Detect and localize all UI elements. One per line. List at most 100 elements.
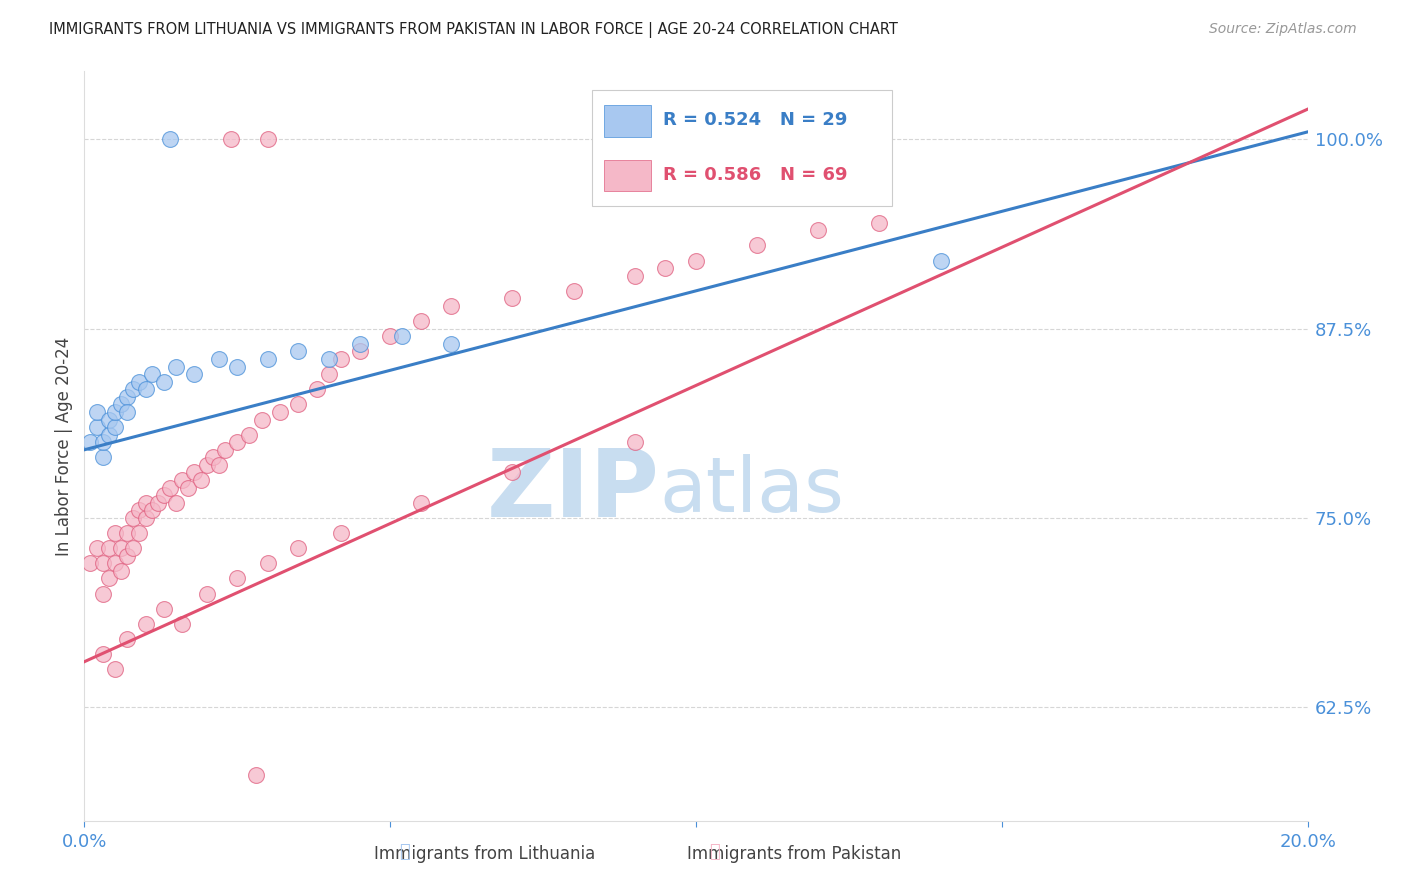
Point [349,336,371,351]
Point [97,541,120,556]
Point [104,405,127,419]
Bar [605,160,651,191]
Point [79,557,101,571]
Point [128,503,150,517]
Point [238,427,260,442]
Point [110,541,132,556]
Point [208,458,231,472]
Text: R = 0.586   N = 69: R = 0.586 N = 69 [664,166,848,184]
Point [97,412,120,426]
Point [91,557,114,571]
Point [183,466,205,480]
Text: Immigrants from Pakistan: Immigrants from Pakistan [688,846,901,863]
Text: ⬛: ⬛ [399,843,411,861]
Point [115,632,138,646]
FancyBboxPatch shape [592,90,891,206]
Point [287,397,309,411]
Point [135,496,157,510]
Point [250,412,273,426]
Point [440,336,463,351]
Point [110,397,132,411]
Text: R = 0.524   N = 29: R = 0.524 N = 29 [664,112,848,129]
Point [122,541,145,556]
Point [929,253,952,268]
Point [226,359,249,374]
Point [104,526,127,541]
Point [122,382,145,396]
Point [91,647,114,661]
Point [624,435,647,450]
Point [330,526,353,541]
Point [502,292,524,306]
Point [115,390,138,404]
Point [195,586,218,600]
Point [153,375,176,389]
Point [91,435,114,450]
Point [391,329,413,343]
Point [91,586,114,600]
Point [654,132,676,146]
Point [208,351,231,366]
Point [245,768,267,782]
Point [409,496,432,510]
Point [141,503,163,517]
Point [654,261,676,276]
Point [159,132,181,146]
Point [318,351,340,366]
Point [257,132,280,146]
Text: ZIP: ZIP [486,445,659,537]
Point [146,496,169,510]
Point [226,571,249,585]
Point [349,344,371,359]
Point [115,526,138,541]
Point [159,481,181,495]
Point [172,616,194,631]
Point [122,511,145,525]
Point [869,216,891,230]
Point [115,405,138,419]
Point [219,132,242,146]
Point [128,526,150,541]
Point [183,367,205,381]
Point [502,466,524,480]
Point [226,435,249,450]
Point [104,420,127,434]
Text: IMMIGRANTS FROM LITHUANIA VS IMMIGRANTS FROM PAKISTAN IN LABOR FORCE | AGE 20-24: IMMIGRANTS FROM LITHUANIA VS IMMIGRANTS … [49,22,898,38]
Point [269,405,291,419]
Point [190,473,212,487]
Point [562,284,585,298]
Bar [605,105,651,136]
Text: atlas: atlas [659,454,844,528]
Point [104,662,127,676]
Text: Immigrants from Lithuania: Immigrants from Lithuania [374,846,596,863]
Point [330,351,353,366]
Point [135,382,157,396]
Y-axis label: In Labor Force | Age 20-24: In Labor Force | Age 20-24 [55,336,73,556]
Point [172,473,194,487]
Point [380,329,402,343]
Point [165,359,187,374]
Point [287,344,309,359]
Point [201,450,224,465]
Point [153,601,176,615]
Point [165,496,187,510]
Point [115,549,138,563]
Point [287,541,309,556]
Point [91,450,114,465]
Point [807,223,830,237]
Point [177,481,200,495]
Point [135,511,157,525]
Point [318,367,340,381]
Point [86,541,108,556]
Point [195,458,218,472]
Point [141,367,163,381]
Point [110,564,132,578]
Point [86,405,108,419]
Point [305,382,328,396]
Point [624,268,647,283]
Point [153,488,176,502]
Point [440,299,463,313]
Point [257,351,280,366]
Point [685,253,707,268]
Point [97,427,120,442]
